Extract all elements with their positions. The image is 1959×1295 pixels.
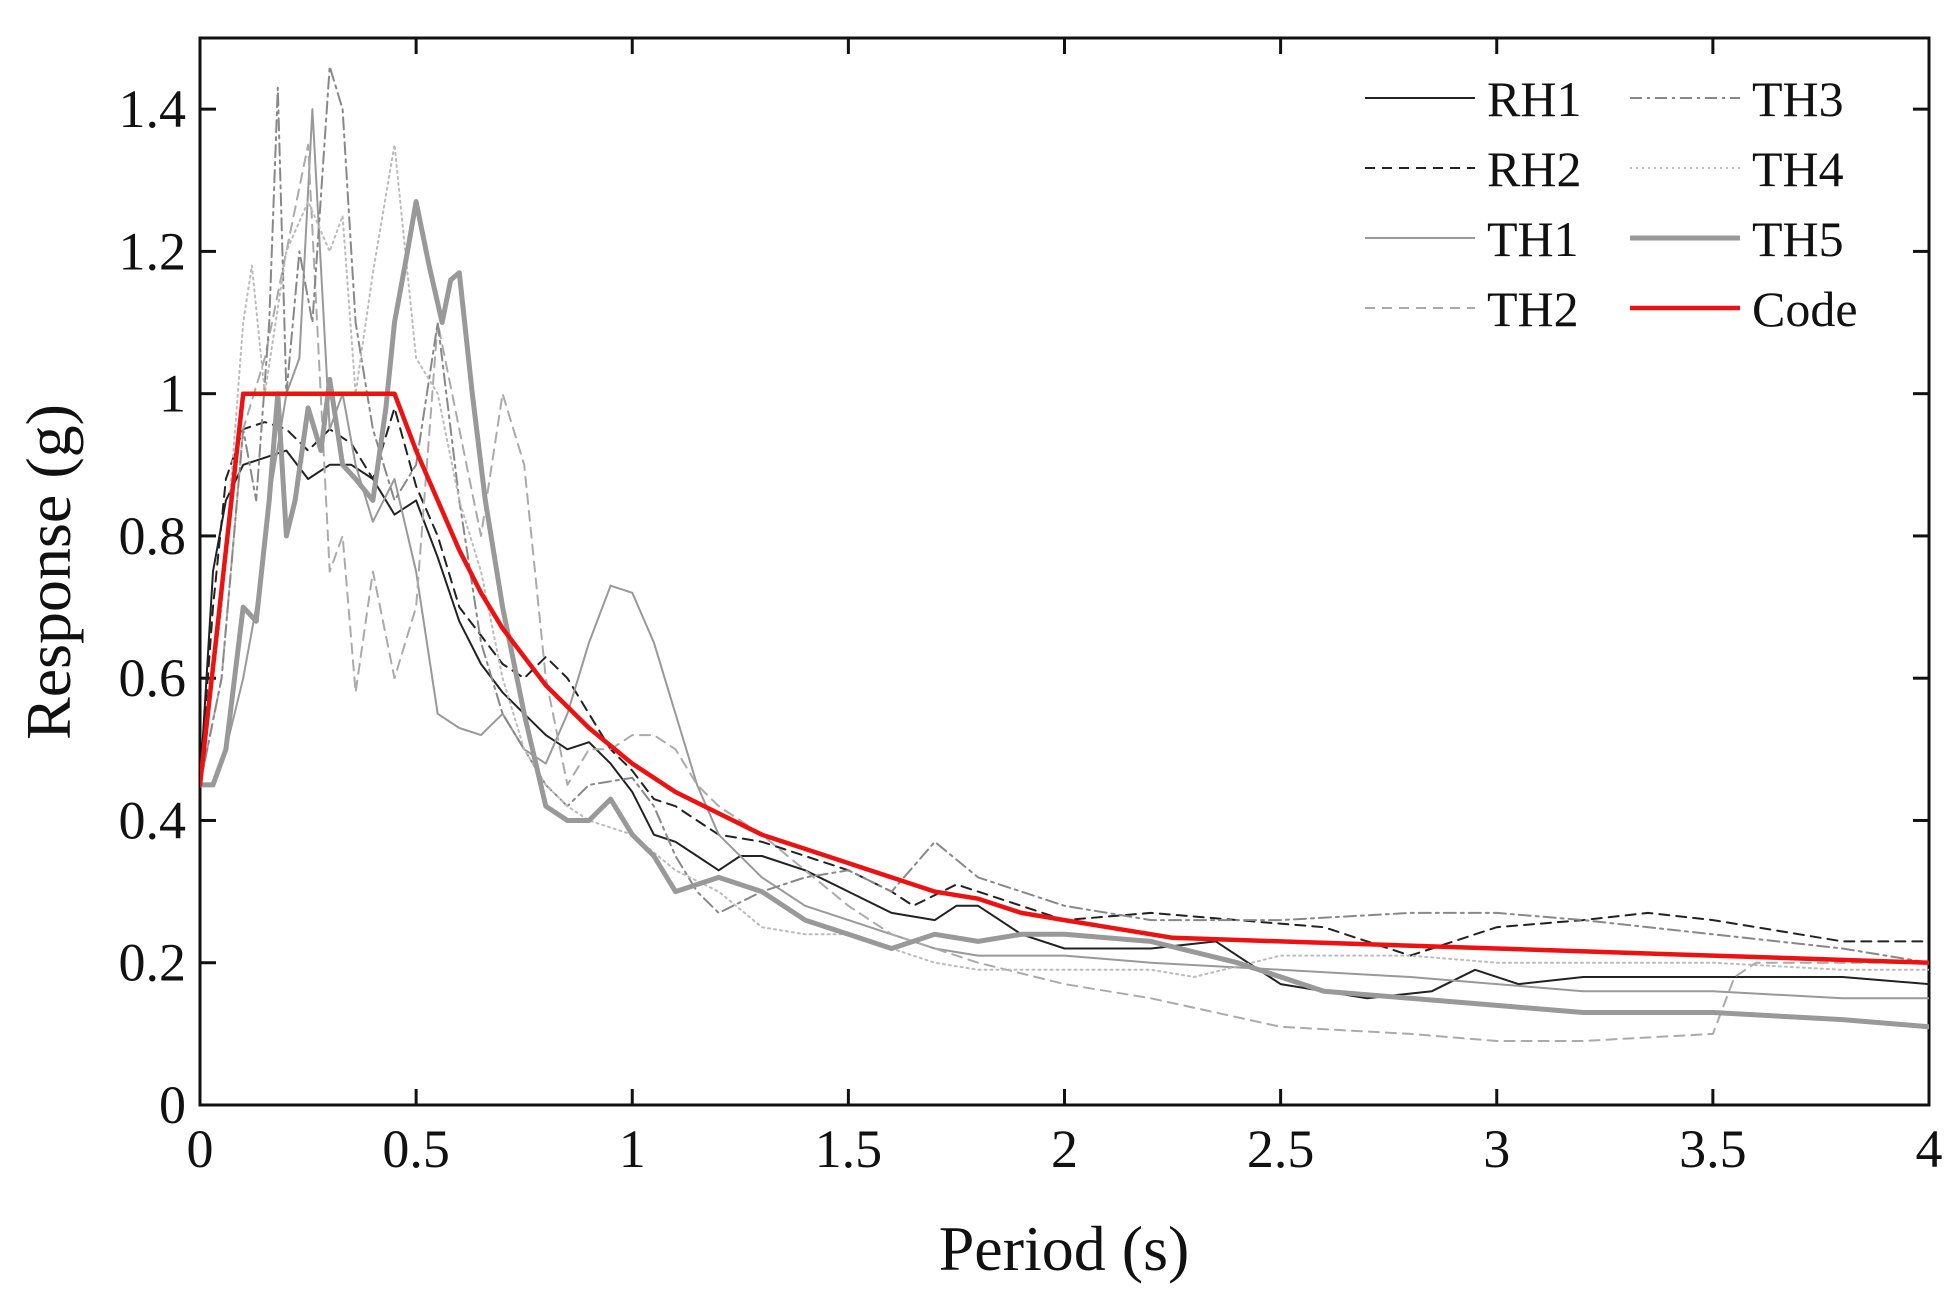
legend-label-th5: TH5 <box>1752 211 1844 267</box>
x-tick-label: 0 <box>187 1119 214 1179</box>
series-line-th1 <box>200 108 1929 1000</box>
y-tick-label: 1.2 <box>119 221 187 281</box>
legend-label-th3: TH3 <box>1752 71 1844 127</box>
axis-ticks: 0 0.5 1 1.5 2 2.5 3 3.5 4 0 0.2 0.4 0.6 0.8 1 1.2 1.4 <box>119 38 1943 1179</box>
x-tick-label: 0.5 <box>382 1119 450 1179</box>
legend-label-code: Code <box>1752 281 1858 337</box>
x-tick-label: 2 <box>1051 1119 1078 1179</box>
series-line-code <box>200 391 1929 965</box>
y-tick-label: 0.6 <box>119 648 187 708</box>
y-axis-label: Response (g) <box>13 404 84 740</box>
series-line-th4 <box>200 143 1929 978</box>
y-tick-label: 1 <box>159 364 186 424</box>
legend-label-th4: TH4 <box>1752 141 1844 197</box>
series-lines <box>200 65 1929 1042</box>
x-tick-label: 2.5 <box>1247 1119 1315 1179</box>
legend-label-rh2: RH2 <box>1487 141 1581 197</box>
x-tick-label: 4 <box>1916 1119 1943 1179</box>
x-tick-label: 3 <box>1483 1119 1510 1179</box>
legend-label-rh1: RH1 <box>1487 71 1581 127</box>
y-tick-label: 0.4 <box>119 790 187 850</box>
legend-label-th2: TH2 <box>1487 281 1579 337</box>
x-axis-label: Period (s) <box>939 1213 1190 1284</box>
x-tick-label: 1 <box>619 1119 646 1179</box>
series-line-th5 <box>200 199 1929 1030</box>
series-line-th2 <box>200 143 1929 1042</box>
y-tick-label: 1.4 <box>119 79 187 139</box>
legend: RH1 RH2 TH1 TH2 TH3 TH4 TH5 Code <box>1365 71 1858 337</box>
x-tick-label: 3.5 <box>1679 1119 1747 1179</box>
x-tick-label: 1.5 <box>815 1119 883 1179</box>
y-tick-label: 0.2 <box>119 933 187 993</box>
y-tick-label: 0 <box>159 1075 186 1135</box>
y-tick-label: 0.8 <box>119 506 187 566</box>
legend-label-th1: TH1 <box>1487 211 1579 267</box>
